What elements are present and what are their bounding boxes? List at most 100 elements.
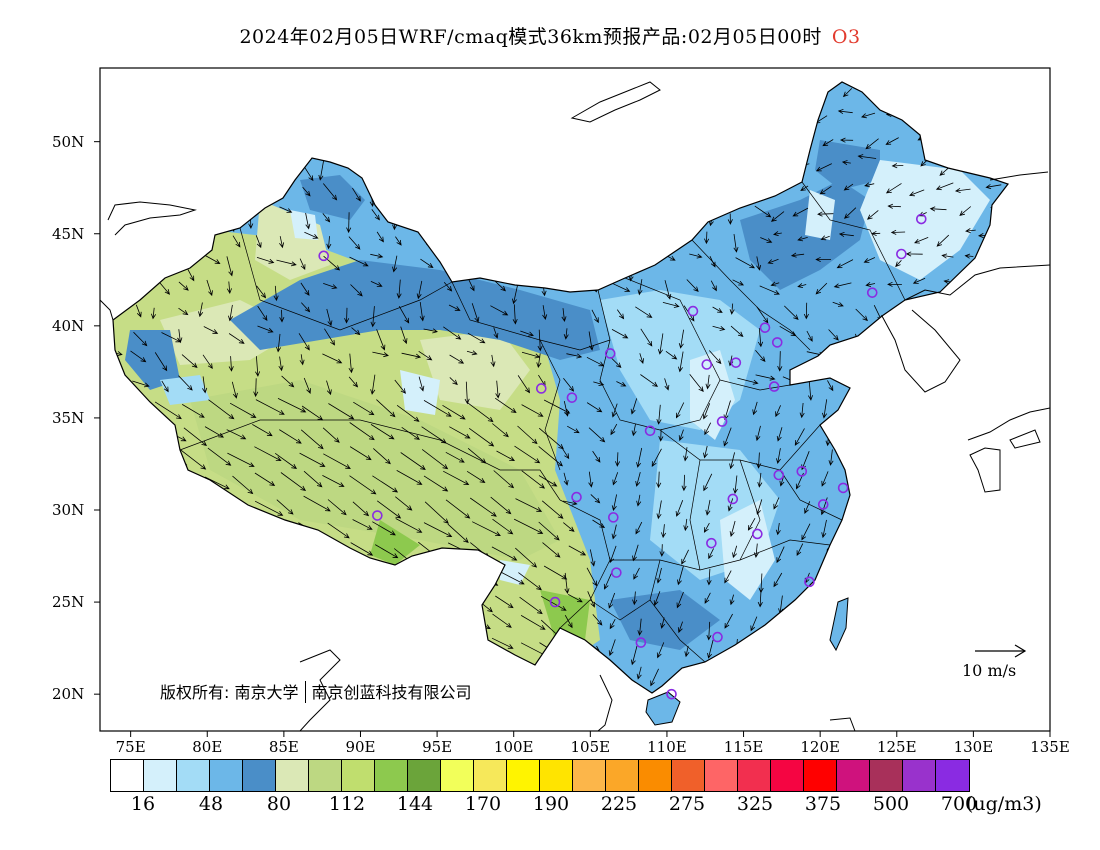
wind-arrow [676, 402, 685, 419]
wind-arrow [612, 185, 618, 202]
wind-arrow [760, 237, 773, 243]
wind-arrow [182, 158, 198, 169]
wind-arrow [820, 235, 830, 241]
wind-arrow [919, 594, 925, 615]
wind-arrow [887, 203, 901, 209]
wind-arrow [586, 356, 605, 367]
wind-arrow [568, 184, 575, 197]
wind-arrow [773, 497, 780, 510]
wind-arrow [732, 475, 738, 495]
wind-arrow [868, 498, 875, 514]
wind-arrow [136, 234, 154, 247]
wind-arrow [541, 137, 558, 152]
station-marker [716, 416, 728, 427]
wind-arrow [797, 617, 804, 633]
wind-arrow [396, 470, 423, 485]
wind-arrow [492, 613, 512, 628]
wind-arrow [226, 281, 232, 295]
wind-arrow [377, 567, 400, 580]
wind-arrow [616, 309, 625, 320]
wind-arrow [857, 154, 877, 160]
colorbar-label-112: 112 [328, 793, 366, 815]
lon-label-80: 80E [192, 738, 223, 756]
wind-arrow [704, 422, 712, 436]
wind-arrow [370, 253, 384, 259]
colorbar-label-375: 375 [804, 793, 842, 815]
wind-arrow [185, 716, 213, 730]
wind-arrow [420, 645, 441, 658]
wind-arrow [181, 87, 187, 100]
wind-arrow [637, 618, 643, 636]
lon-label-100: 100E [493, 738, 534, 756]
wind-arrow [991, 640, 1001, 659]
colorbar-swatch-10 [441, 760, 474, 791]
wind-arrow [822, 139, 834, 147]
wind-arrow [113, 618, 135, 636]
wind-arrow [995, 690, 1001, 693]
wind-arrow [198, 302, 204, 318]
wind-arrow [706, 568, 712, 586]
wind-arrow [705, 499, 711, 516]
wind-arrow [326, 236, 332, 250]
wind-arrow [656, 500, 662, 520]
wind-arrow [254, 500, 284, 516]
wind-arrow [370, 281, 383, 287]
wind-arrow [492, 518, 514, 535]
wind-arrow [656, 642, 665, 659]
wind-arrow [678, 329, 684, 349]
station-marker [866, 287, 878, 298]
wind-arrow [608, 639, 616, 657]
wind-arrow [566, 280, 582, 288]
wind-arrow [802, 638, 808, 655]
wind-arrow [724, 613, 733, 629]
colorbar-label-275: 275 [668, 793, 706, 815]
wind-arrow [350, 134, 366, 140]
wind-arrow [609, 619, 616, 630]
wind-arrow [253, 163, 259, 178]
wind-arrow [376, 231, 384, 243]
wind-arrow [400, 452, 426, 471]
wind-arrow [563, 666, 577, 685]
wind-arrow [566, 710, 575, 728]
wind-arrow [157, 136, 166, 147]
wind-arrow [703, 445, 708, 459]
wind-arrow [153, 157, 173, 173]
wind-arrow [563, 690, 579, 693]
wind-arrow [274, 452, 298, 470]
wind-arrow [251, 572, 271, 588]
copyright-org1: 南京大学 [234, 683, 299, 702]
wind-arrow [178, 570, 206, 585]
wind-arrow [298, 613, 321, 627]
wind-arrow [709, 256, 716, 268]
wind-arrow [632, 544, 639, 562]
station-marker [817, 499, 829, 510]
wind-arrow [651, 448, 662, 468]
wind-arrow [517, 666, 537, 680]
wind-arrow [593, 381, 605, 386]
wind-arrow [827, 644, 833, 663]
wind-arrow [894, 566, 900, 585]
wind-arrow [685, 669, 691, 683]
wind-arrow [921, 499, 927, 513]
wind-arrow [279, 206, 293, 213]
wind-arrow [202, 161, 217, 172]
wind-arrow [735, 90, 749, 96]
wind-arrow [686, 279, 699, 292]
wind-arrow [563, 212, 584, 225]
wind-arrow [566, 235, 586, 248]
wind-arrow [130, 92, 142, 107]
wind-arrow [302, 186, 311, 197]
wind-arrow [790, 252, 805, 258]
wind-arrow [420, 258, 434, 269]
wind-arrow [304, 141, 315, 147]
wind-arrow [113, 521, 123, 536]
lat-label-45: 45N [52, 224, 85, 243]
wind-arrow [587, 714, 591, 733]
wind-arrow [841, 160, 851, 166]
wind-arrow [521, 158, 542, 166]
wind-arrow [755, 92, 764, 113]
wind-arrow [541, 185, 547, 203]
wind-arrow [563, 159, 574, 170]
wind-arrow [401, 426, 420, 440]
wind-arrow [423, 475, 449, 492]
